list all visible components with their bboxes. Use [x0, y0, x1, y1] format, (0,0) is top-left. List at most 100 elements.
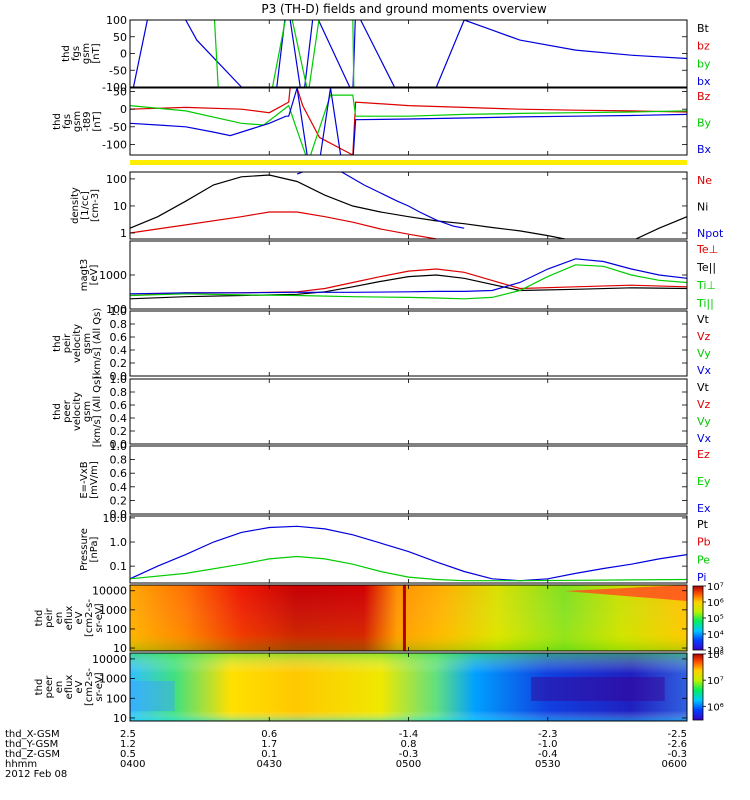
legend-entry: Vt	[697, 313, 710, 326]
y-axis-label: peer	[62, 399, 73, 423]
x-row-value: 1.7	[261, 739, 277, 750]
colorbar-tick-label: 10⁴	[707, 630, 724, 641]
chart-title: P3 (TH-D) fields and ground moments over…	[261, 2, 546, 16]
series-line	[130, 264, 687, 300]
y-tick-label: 0.2	[110, 494, 128, 507]
colorbar	[692, 653, 704, 721]
legend-entry: Pb	[697, 536, 711, 549]
panel-peir_spec: 10⁷ 10⁶ 10⁵ 10⁴ 10³ 10000 1000 100 10 thd peir en ef…	[34, 582, 724, 657]
series-line	[130, 174, 687, 239]
panel-fgl: 50 0 -50 -100 thd fgs gsm -t89 [nT] Bz By Bx	[52, 86, 712, 156]
x-axis-annotation: thd_X-GSM 2.5 0.6 -1.4 -2.3 -2.5 thd_Y-GSM 1.2 1…	[5, 729, 687, 780]
y-tick-label: 10000	[92, 585, 127, 598]
x-row-label: hhmm	[5, 759, 37, 770]
y-tick-label: 10000	[92, 653, 127, 666]
series-line	[130, 258, 687, 295]
y-axis-label: fgs	[71, 46, 82, 61]
y-tick-label: 1000	[99, 604, 127, 617]
y-axis-label: [nT]	[92, 111, 103, 131]
y-tick-label: 0.8	[110, 318, 128, 331]
y-axis-label: [eV]	[89, 265, 100, 286]
y-axis-label: [mV/m]	[89, 461, 100, 499]
y-tick-label: -100	[102, 81, 127, 94]
y-axis-label: [nPa]	[89, 536, 100, 562]
y-tick-label: -50	[109, 64, 127, 77]
y-axis-label: eflux	[64, 675, 75, 700]
x-row-value: -0.3	[399, 749, 419, 760]
y-tick-label: 100	[106, 14, 127, 27]
y-tick-label: 0.8	[110, 386, 128, 399]
y-tick-label: 10.0	[103, 512, 128, 525]
y-tick-label: 0.6	[110, 467, 128, 480]
colorbar-tick-label: 10⁷	[707, 676, 724, 687]
y-tick-label: 0.6	[110, 331, 128, 344]
panel-temp: 1000 100 magt3 [eV] Te⊥ Te|| Ti⊥ Ti||	[79, 240, 718, 316]
legend-entry: Npot	[697, 227, 724, 240]
x-row-value: -0.3	[667, 749, 687, 760]
spectrogram-feature	[531, 677, 665, 701]
series-line	[130, 88, 687, 155]
x-row-value: 0530	[535, 759, 560, 770]
y-tick-label: 1	[120, 227, 127, 240]
legend-entry: Pe	[697, 553, 710, 566]
y-axis-label: peer	[44, 675, 55, 699]
x-row-value: -2.5	[667, 729, 687, 740]
y-axis-label: thd	[61, 45, 72, 62]
y-tick-label: 10	[113, 200, 127, 213]
series-line	[296, 172, 465, 229]
y-axis-label: gsm	[82, 401, 93, 422]
legend-entry: bx	[697, 75, 711, 88]
legend-entry: Ex	[697, 502, 711, 515]
date-label: 2012 Feb 08	[5, 769, 67, 780]
y-tick-label: 50	[113, 86, 127, 99]
panel-frame	[129, 240, 688, 310]
legend-entry: Vy	[697, 347, 711, 360]
legend-entry: Vz	[697, 398, 711, 411]
y-axis-label: gsm	[82, 333, 93, 354]
panel-density: 100 10 1 density [1/cc] [cm-3] Ne Ni Npot	[70, 171, 724, 240]
x-row-value: -1.4	[399, 729, 419, 740]
series-line	[130, 274, 687, 300]
x-row-label: thd_Y-GSM	[5, 739, 58, 750]
series-line	[130, 88, 687, 155]
y-axis-label: gsm	[81, 43, 92, 64]
colorbar	[692, 585, 704, 651]
y-axis-label: eV	[74, 680, 85, 693]
panel-frame	[129, 310, 688, 377]
series-line	[130, 211, 445, 239]
x-row-value: 0600	[662, 759, 687, 770]
y-tick-label: 10	[113, 712, 127, 725]
y-tick-label: 1.0	[110, 536, 128, 549]
x-row-value: 0.8	[401, 739, 417, 750]
y-axis-label: gsm	[72, 111, 83, 132]
x-row-value: -0.4	[538, 749, 558, 760]
y-axis-label: en	[54, 681, 65, 694]
y-axis-label: thd	[52, 403, 63, 420]
x-row-value: 0.1	[261, 749, 277, 760]
y-axis-label: thd	[52, 335, 63, 352]
y-tick-label: -100	[102, 138, 127, 151]
y-axis-label: [km/s] (All Qs)	[92, 376, 103, 448]
legend-entry: Te||	[696, 261, 716, 274]
series-line	[213, 20, 355, 87]
y-axis-label: [cm2-s-	[84, 668, 95, 706]
colorbar-tick-label: 10³	[707, 646, 724, 657]
panel-pressure: 10.0 1.0 0.1 Pressure [nPa] Pt Pb Pe Pi	[79, 512, 711, 584]
y-axis-label: fgs	[62, 114, 73, 129]
legend-entry: Ti⊥	[696, 279, 716, 292]
legend-entry: Vy	[697, 415, 711, 428]
panel-frame	[129, 445, 688, 515]
legend-entry: Pi	[697, 571, 706, 584]
panel-frame	[129, 378, 688, 445]
y-tick-label: 1000	[99, 673, 127, 686]
spectrogram-feature	[564, 585, 687, 601]
y-axis-label: velocity	[72, 324, 83, 363]
panel-frame	[129, 515, 688, 584]
spectrogram-feature	[402, 585, 406, 651]
x-row-value: 0.5	[120, 749, 136, 760]
x-row-value: 0430	[257, 759, 282, 770]
y-axis-label: [nT]	[91, 43, 102, 63]
spectrogram-shading	[130, 653, 687, 721]
y-tick-label: 0.4	[110, 481, 128, 494]
